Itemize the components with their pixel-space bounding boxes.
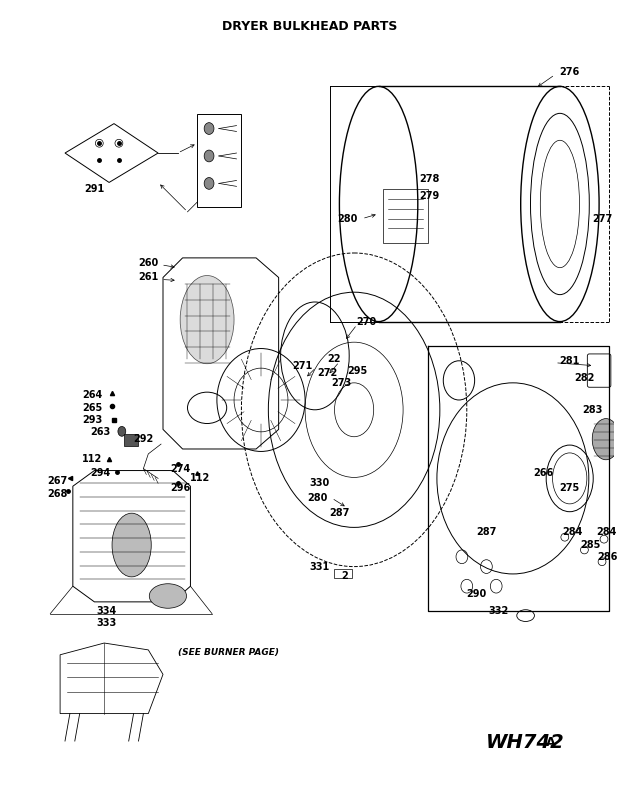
Text: 331: 331 [309,562,330,571]
Text: 272: 272 [317,368,338,378]
Text: 281: 281 [559,356,580,366]
Text: 261: 261 [138,272,159,283]
Text: 293: 293 [82,415,102,424]
Text: 332: 332 [488,606,508,616]
Text: 333: 333 [96,618,117,629]
Text: 271: 271 [292,360,312,371]
Text: 280: 280 [337,213,357,224]
Ellipse shape [592,419,619,459]
Text: 279: 279 [420,191,440,201]
Ellipse shape [204,177,214,189]
Text: 287: 287 [476,527,497,537]
Text: 285: 285 [580,540,600,550]
Text: 267: 267 [47,476,68,487]
Text: 295: 295 [347,366,367,376]
Text: 292: 292 [133,434,154,444]
Text: 2: 2 [341,571,348,582]
Text: 268: 268 [47,489,68,499]
Text: 276: 276 [560,66,580,77]
Text: 287: 287 [329,507,350,518]
Text: 274: 274 [170,463,191,474]
Text: 112: 112 [82,454,102,463]
Text: 265: 265 [82,403,102,413]
Text: (SEE BURNER PAGE): (SEE BURNER PAGE) [178,648,279,658]
Text: 296: 296 [170,483,191,493]
Text: 277: 277 [592,213,612,224]
Text: 334: 334 [96,606,117,616]
Text: DRYER BULKHEAD PARTS: DRYER BULKHEAD PARTS [223,20,397,33]
Text: 275: 275 [560,483,580,493]
Text: A: A [546,737,556,749]
Text: 22: 22 [328,354,341,364]
Text: 283: 283 [582,405,603,415]
Bar [335,569,352,578]
Ellipse shape [149,584,187,608]
Ellipse shape [204,123,214,134]
Text: 273: 273 [331,379,352,388]
Text: 278: 278 [419,174,440,185]
Text: WH742: WH742 [487,733,565,753]
Text: 291: 291 [84,185,105,194]
Text: 266: 266 [533,468,554,479]
Text: 260: 260 [138,258,159,268]
Text: 284: 284 [562,527,583,537]
Text: 280: 280 [308,493,328,503]
Ellipse shape [112,513,151,577]
Bar [384,189,428,243]
Bar [124,435,138,446]
Text: 286: 286 [598,552,618,562]
Ellipse shape [204,150,214,162]
Ellipse shape [118,427,126,436]
Bar [197,113,241,207]
Text: 263: 263 [90,427,110,437]
Ellipse shape [180,276,234,364]
Text: 270: 270 [356,316,377,327]
Text: 290: 290 [466,589,487,599]
Text: 294: 294 [90,468,110,479]
Text: 264: 264 [82,390,102,400]
Text: 282: 282 [574,373,595,384]
Text: 112: 112 [190,473,210,483]
Text: 284: 284 [596,527,616,537]
Text: 330: 330 [309,479,330,488]
